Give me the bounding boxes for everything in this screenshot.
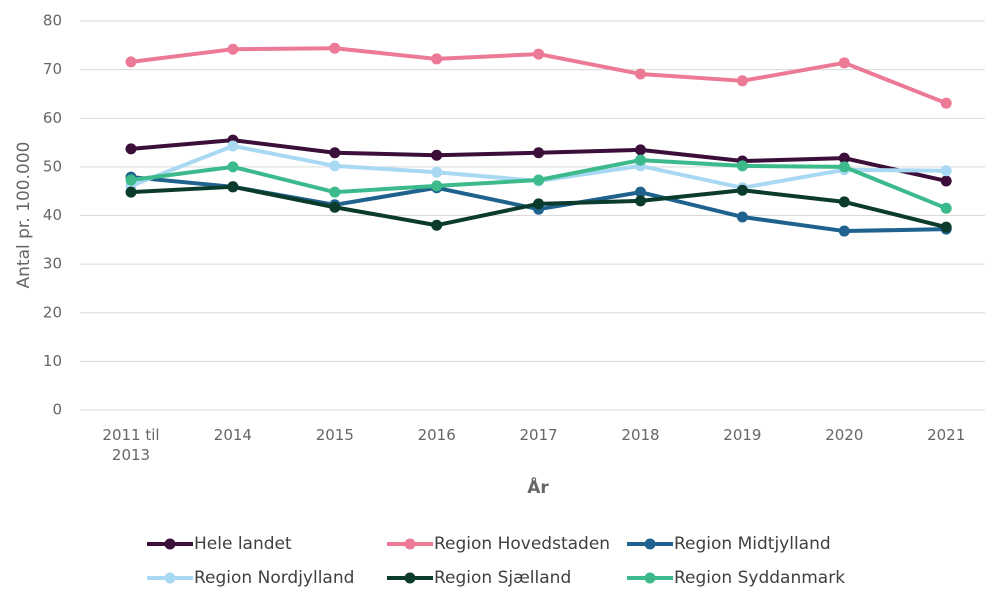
y-tick-label: 70 [43,60,62,78]
x-tick-label: 2011 til 2013 [102,426,160,464]
point [533,174,545,186]
point [125,186,137,198]
point [736,211,748,223]
y-tick-label: 80 [43,12,62,30]
legend-marker [404,538,416,550]
y-axis-label: Antal pr. 100.000 [14,142,34,289]
legend-marker [164,572,176,584]
point [635,154,646,166]
point [635,68,646,80]
point [533,147,545,159]
legend-marker [644,538,656,550]
y-tick-label: 20 [43,303,62,321]
x-tick-label: 2015 [315,426,354,444]
point [838,196,850,208]
point [635,144,646,156]
point [227,43,239,55]
legend-label: Region Nordjylland [194,568,354,588]
point [329,160,341,172]
point [533,48,545,60]
y-tick-label: 10 [43,352,62,370]
point [940,175,952,187]
y-tick-label: 0 [52,401,62,419]
point [431,149,443,161]
point [838,152,850,164]
x-tick-label: 2017 [519,426,558,444]
point [940,97,952,109]
y-tick-label: 30 [43,255,62,273]
point [533,198,545,210]
legend-marker [404,572,416,584]
point [431,219,443,231]
point [329,186,341,198]
point [635,186,646,198]
y-tick-label: 40 [43,206,62,224]
point [838,57,850,69]
point [431,166,443,178]
point [431,53,443,65]
point [736,184,748,196]
point [329,42,341,54]
x-tick-label: 2020 [825,426,864,444]
point [736,75,748,87]
point [329,147,341,159]
point [940,165,952,177]
point [227,140,239,152]
x-axis-label: År [527,475,549,498]
x-tick-label: 2014 [213,426,252,444]
y-tick-label: 60 [43,109,62,127]
legend-marker [164,538,176,550]
legend-label: Region Syddanmark [674,568,845,588]
legend-marker [644,572,656,584]
point [838,225,850,237]
x-tick-label: 2016 [417,426,456,444]
point [838,161,850,173]
point [227,181,239,193]
x-tick-label: 2018 [621,426,660,444]
y-tick-label: 50 [43,157,62,175]
point [329,201,341,213]
point [125,56,137,68]
x-tick-label: 2021 [927,426,966,444]
point [635,195,646,207]
legend-label: Region Midtjylland [674,534,831,554]
x-tick-label: 2019 [723,426,762,444]
legend-label: Region Sjælland [434,568,571,588]
point [227,161,239,173]
legend-label: Hele landet [194,534,292,554]
point [125,143,137,155]
point [940,221,952,233]
point [431,180,443,192]
point [940,202,952,214]
point [125,174,137,186]
legend-label: Region Hovedstaden [434,534,610,554]
point [736,160,748,172]
